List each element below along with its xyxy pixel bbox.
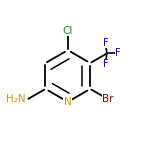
Text: F: F (103, 38, 108, 48)
Text: Cl: Cl (63, 26, 73, 36)
Text: H₂N: H₂N (6, 94, 25, 104)
Text: N: N (64, 97, 72, 107)
Text: F: F (115, 48, 120, 59)
Text: Br: Br (102, 94, 114, 104)
Text: F: F (103, 59, 108, 69)
